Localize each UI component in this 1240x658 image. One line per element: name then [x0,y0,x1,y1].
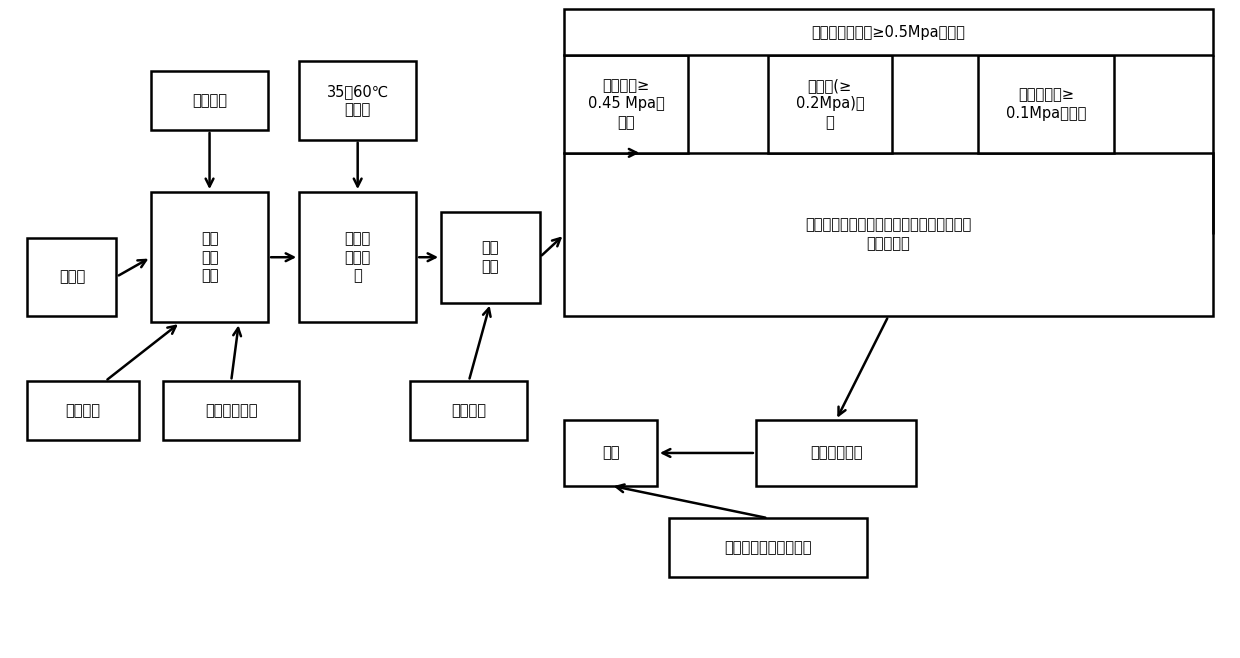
Text: 35～60℃
循环水: 35～60℃ 循环水 [326,84,389,117]
Bar [164,381,299,440]
Bar [564,153,1213,316]
Text: 进瓶监测: 进瓶监测 [66,403,100,418]
Text: 提瓶
轨道: 提瓶 轨道 [481,240,500,274]
Bar [768,55,892,153]
Bar [564,55,688,153]
Bar [410,381,527,440]
Text: 气缸控制推入烤箱网带: 气缸控制推入烤箱网带 [724,540,812,555]
Text: 进入落瓶轨道: 进入落瓶轨道 [810,445,862,461]
Text: 超声波
中档洗
瓶: 超声波 中档洗 瓶 [345,231,371,284]
Text: 出瓶: 出瓶 [601,445,620,461]
Bar [151,71,268,130]
Text: 循环水（≥
0.45 Mpa）
清洗: 循环水（≥ 0.45 Mpa） 清洗 [588,78,665,130]
Bar [151,192,268,322]
Bar [564,420,657,486]
Text: 洁净压缩空气（≥0.5Mpa）吹干: 洁净压缩空气（≥0.5Mpa）吹干 [811,24,966,39]
Text: 辅助进瓶: 辅助进瓶 [192,93,227,108]
Bar [441,212,539,303]
Bar [27,381,139,440]
Text: 进瓶
和预
喷淋: 进瓶 和预 喷淋 [201,231,218,284]
Bar [299,192,417,322]
Bar [670,519,867,577]
Text: 循环进水喷淋: 循环进水喷淋 [205,403,258,418]
Bar [27,238,117,316]
Bar [978,55,1114,153]
Text: 插针同步: 插针同步 [451,403,486,418]
Bar [756,420,916,486]
Bar [564,9,1213,55]
Text: 清洗工位分布于上下，保证内外壁都能清洗
（主轨道）: 清洗工位分布于上下，保证内外壁都能清洗 （主轨道） [805,218,972,251]
Text: 纯化水(≥
0.2Mpa)清
洗: 纯化水(≥ 0.2Mpa)清 洗 [796,78,864,130]
Text: 注射用水（≥
0.1Mpa）清洗: 注射用水（≥ 0.1Mpa）清洗 [1006,87,1086,120]
Text: 西林瓶: 西林瓶 [58,269,86,284]
Bar [299,61,417,139]
